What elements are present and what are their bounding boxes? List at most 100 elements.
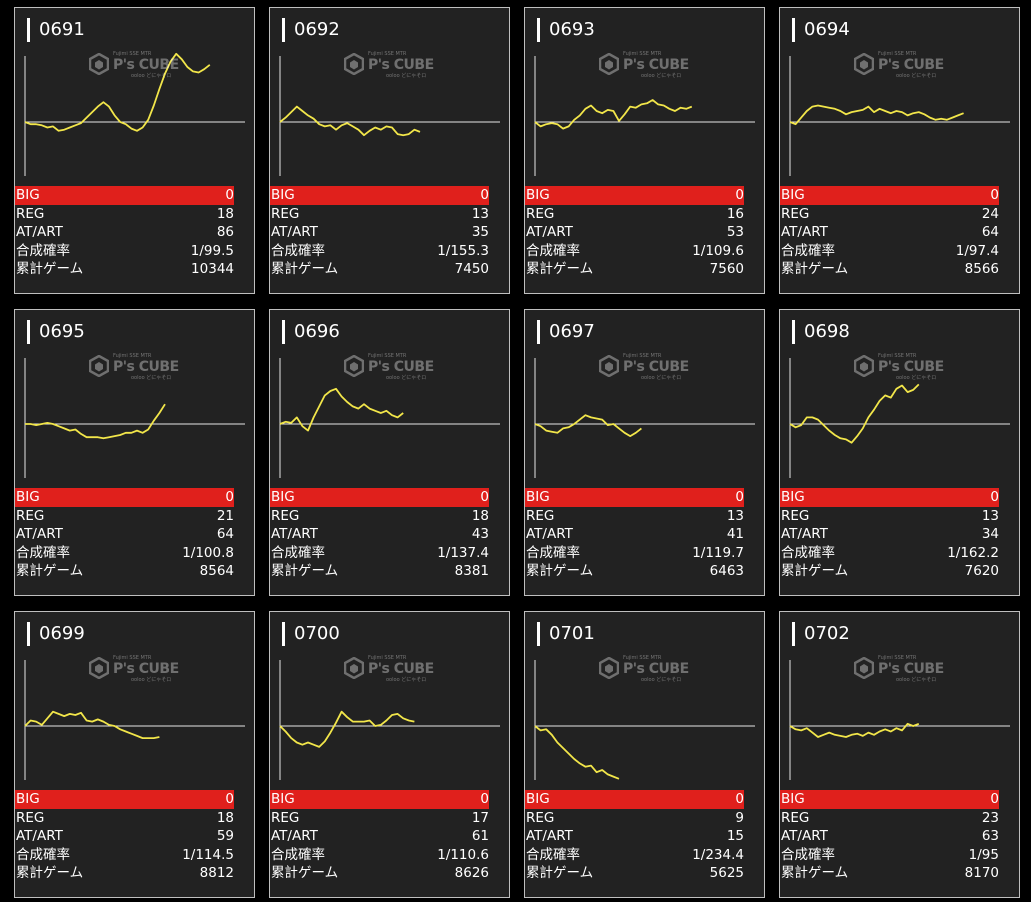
stat-value: 1/155.3 bbox=[437, 242, 489, 259]
stat-value: 0 bbox=[225, 489, 234, 505]
stat-label: 合成確率 bbox=[16, 846, 70, 863]
machine-number: 0701 bbox=[537, 622, 595, 646]
stat-row-probability: 合成確率 1/97.4 bbox=[780, 242, 999, 261]
watermark-small-text: Fujimi SSE MTR bbox=[368, 353, 407, 359]
stat-row-probability: 合成確率 1/100.8 bbox=[15, 544, 234, 563]
watermark-subtext: ooloo どにゃそロ bbox=[131, 677, 172, 683]
stat-row-atart: AT/ART 86 bbox=[15, 223, 234, 242]
stat-value: 63 bbox=[981, 828, 999, 845]
stat-row-atart: AT/ART 61 bbox=[270, 827, 489, 846]
stat-value: 6463 bbox=[709, 563, 744, 580]
stats-table: BIG 0 REG 23 AT/ART 63 合成確率 1/95 累計ゲーム 8… bbox=[780, 790, 999, 883]
watermark-brand: P's CUBE bbox=[113, 661, 179, 677]
stat-value: 0 bbox=[480, 187, 489, 203]
stat-value: 1/99.5 bbox=[190, 242, 234, 259]
graph-trend-line bbox=[24, 52, 211, 132]
machine-card-0698[interactable]: 0698 Fujimi SSE MTR P's CUBE ooloo どにゃそロ… bbox=[779, 309, 1020, 596]
stat-row-total-games: 累計ゲーム 10344 bbox=[15, 260, 234, 279]
machine-number: 0702 bbox=[792, 622, 850, 646]
cube-logo-icon bbox=[599, 355, 619, 377]
stat-label: AT/ART bbox=[781, 828, 828, 845]
stat-value: 21 bbox=[216, 507, 234, 524]
stat-label: AT/ART bbox=[781, 224, 828, 241]
stat-label: 累計ゲーム bbox=[526, 865, 594, 882]
slump-graph bbox=[279, 56, 500, 176]
stat-value: 18 bbox=[216, 809, 234, 826]
stat-row-probability: 合成確率 1/162.2 bbox=[780, 544, 999, 563]
stat-value: 59 bbox=[216, 828, 234, 845]
stat-value: 43 bbox=[471, 526, 489, 543]
graph-trend-line bbox=[25, 403, 166, 440]
stat-label: AT/ART bbox=[271, 526, 318, 543]
stat-row-probability: 合成確率 1/155.3 bbox=[270, 242, 489, 261]
machine-card-0700[interactable]: 0700 Fujimi SSE MTR P's CUBE ooloo どにゃそロ… bbox=[269, 611, 510, 898]
stat-row-atart: AT/ART 35 bbox=[270, 223, 489, 242]
stat-label: REG bbox=[526, 205, 555, 222]
watermark-brand: P's CUBE bbox=[878, 359, 944, 375]
watermark: Fujimi SSE MTR P's CUBE ooloo どにゃそロ bbox=[854, 50, 944, 79]
stat-value: 0 bbox=[225, 791, 234, 807]
stat-value: 64 bbox=[216, 526, 234, 543]
stat-label: REG bbox=[781, 809, 810, 826]
stat-value: 5625 bbox=[709, 865, 744, 882]
machine-card-0699[interactable]: 0699 Fujimi SSE MTR P's CUBE ooloo どにゃそロ… bbox=[14, 611, 255, 898]
stat-row-probability: 合成確率 1/114.5 bbox=[15, 846, 234, 865]
machine-number: 0692 bbox=[282, 18, 340, 42]
stat-row-total-games: 累計ゲーム 8812 bbox=[15, 864, 234, 883]
machine-card-0701[interactable]: 0701 Fujimi SSE MTR P's CUBE ooloo どにゃそロ… bbox=[524, 611, 765, 898]
stat-value: 1/100.8 bbox=[182, 544, 234, 561]
graph-trend-line bbox=[534, 99, 693, 130]
stat-row-probability: 合成確率 1/137.4 bbox=[270, 544, 489, 563]
stat-row-big: BIG 0 bbox=[780, 488, 999, 507]
stat-value: 18 bbox=[471, 507, 489, 524]
watermark: Fujimi SSE MTR P's CUBE ooloo どにゃそロ bbox=[89, 654, 179, 683]
slump-graph bbox=[789, 56, 1010, 176]
machine-card-0693[interactable]: 0693 Fujimi SSE MTR P's CUBE ooloo どにゃそロ… bbox=[524, 7, 765, 294]
stat-row-atart: AT/ART 59 bbox=[15, 827, 234, 846]
stat-label: 合成確率 bbox=[271, 846, 325, 863]
stat-value: 0 bbox=[735, 791, 744, 807]
machine-card-0702[interactable]: 0702 Fujimi SSE MTR P's CUBE ooloo どにゃそロ… bbox=[779, 611, 1020, 898]
graph-trend-line bbox=[789, 383, 920, 444]
machine-card-0696[interactable]: 0696 Fujimi SSE MTR P's CUBE ooloo どにゃそロ… bbox=[269, 309, 510, 596]
stat-label: 合成確率 bbox=[781, 242, 835, 259]
stat-value: 13 bbox=[471, 205, 489, 222]
stat-label: 合成確率 bbox=[16, 544, 70, 561]
stat-row-atart: AT/ART 64 bbox=[780, 223, 999, 242]
graph-trend-line bbox=[24, 710, 160, 739]
cube-logo-icon bbox=[344, 657, 364, 679]
watermark-subtext: ooloo どにゃそロ bbox=[131, 73, 172, 79]
stat-value: 0 bbox=[990, 187, 999, 203]
machine-card-0691[interactable]: 0691 Fujimi SSE MTR P's CUBE ooloo どにゃそロ… bbox=[14, 7, 255, 294]
machine-card-0695[interactable]: 0695 Fujimi SSE MTR P's CUBE ooloo どにゃそロ… bbox=[14, 309, 255, 596]
stats-table: BIG 0 REG 18 AT/ART 86 合成確率 1/99.5 累計ゲーム… bbox=[15, 186, 234, 279]
watermark: Fujimi SSE MTR P's CUBE ooloo どにゃそロ bbox=[599, 352, 689, 381]
machine-number: 0695 bbox=[27, 320, 85, 344]
stat-row-big: BIG 0 bbox=[780, 186, 999, 205]
watermark: Fujimi SSE MTR P's CUBE ooloo どにゃそロ bbox=[599, 50, 689, 79]
stat-row-reg: REG 18 bbox=[270, 507, 489, 526]
watermark-subtext: ooloo どにゃそロ bbox=[131, 375, 172, 381]
stat-value: 1/234.4 bbox=[692, 846, 744, 863]
watermark-small-text: Fujimi SSE MTR bbox=[878, 655, 917, 661]
machine-card-0692[interactable]: 0692 Fujimi SSE MTR P's CUBE ooloo どにゃそロ… bbox=[269, 7, 510, 294]
watermark-small-text: Fujimi SSE MTR bbox=[878, 353, 917, 359]
machine-number: 0696 bbox=[282, 320, 340, 344]
stat-row-total-games: 累計ゲーム 7620 bbox=[780, 562, 999, 581]
stat-label: AT/ART bbox=[16, 828, 63, 845]
stat-label: REG bbox=[526, 809, 555, 826]
machine-card-0694[interactable]: 0694 Fujimi SSE MTR P's CUBE ooloo どにゃそロ… bbox=[779, 7, 1020, 294]
graph-trend-line bbox=[279, 710, 415, 748]
stat-label: BIG bbox=[781, 489, 805, 505]
stat-row-total-games: 累計ゲーム 6463 bbox=[525, 562, 744, 581]
machine-card-0697[interactable]: 0697 Fujimi SSE MTR P's CUBE ooloo どにゃそロ… bbox=[524, 309, 765, 596]
stat-label: 合成確率 bbox=[781, 544, 835, 561]
cube-logo-icon bbox=[344, 53, 364, 75]
machine-number: 0700 bbox=[282, 622, 340, 646]
slump-graph bbox=[534, 358, 755, 478]
stat-value: 8381 bbox=[454, 563, 489, 580]
stat-label: AT/ART bbox=[526, 828, 573, 845]
stat-label: AT/ART bbox=[526, 526, 573, 543]
stat-label: BIG bbox=[16, 489, 40, 505]
slump-graph bbox=[24, 660, 245, 780]
